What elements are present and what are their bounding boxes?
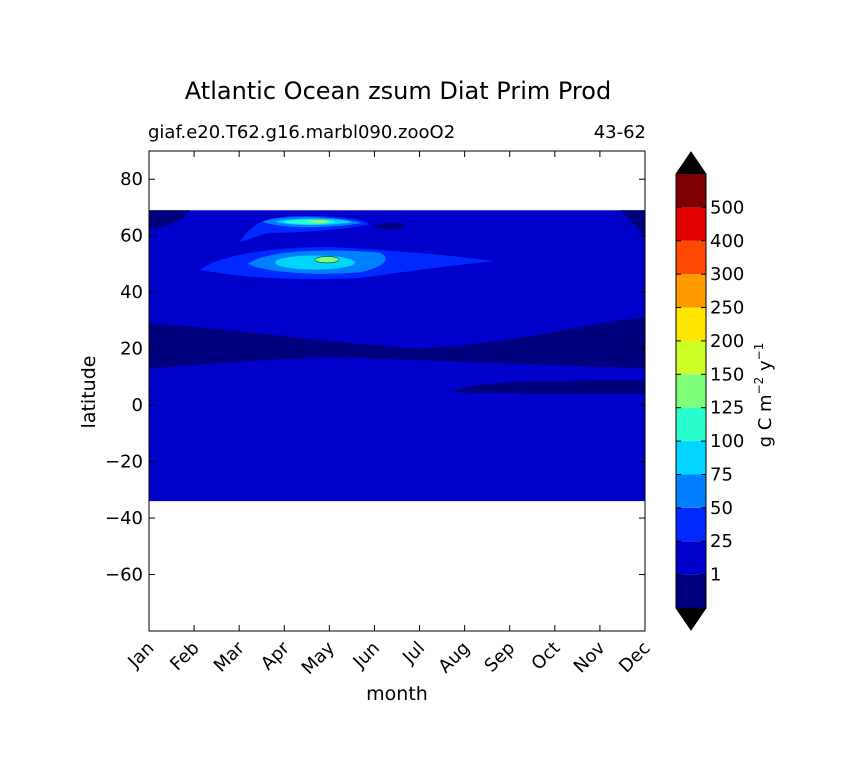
colorbar-segment [676,307,706,341]
contour-low-band-equator [452,379,645,394]
colorbar-tick-label: 1 [710,565,721,586]
colorbar-label-exp2: −1 [752,343,766,361]
colorbar-tick-label: 75 [710,464,733,485]
colorbar-segment [676,441,706,475]
y-axis-label: latitude [78,356,100,429]
colorbar-label-base: g C m [755,394,776,447]
colorbar-tick-label: 125 [710,398,744,419]
contour-low-nw [149,210,190,231]
x-tick-label: May [298,637,339,678]
colorbar-tick-label: 25 [710,531,733,552]
colorbar-tick-label: 400 [710,231,744,252]
colorbar-segment [676,340,706,375]
contour-bloom65-peak [318,220,326,223]
colorbar-label-exp1: −2 [752,377,766,395]
x-tick-label: Jul [398,638,429,669]
x-tick-label: Apr [257,637,294,674]
x-tick-label: Dec [615,638,654,677]
colorbar-segment [676,274,706,308]
colorbar-segment [676,240,706,275]
colorbar-segment [676,574,706,608]
y-tick-label: −20 [105,452,143,473]
colorbar-segment [676,374,706,408]
colorbar-segment [676,507,706,542]
colorbar-tick-label: 500 [710,197,744,218]
chart-title: Atlantic Ocean zsum Diat Prim Prod [185,77,611,105]
colorbar-under-arrow [676,608,706,630]
colorbar-label: g C m−2 y−1 [752,343,776,448]
colorbar-tick-label: 50 [710,498,733,519]
colorbar-segment [676,207,706,241]
contour-low-patch-jun [375,222,405,229]
y-tick-label: 0 [132,395,143,416]
subtitle-left: giaf.e20.T62.g16.marbl090.zooO2 [148,122,455,143]
x-axis-label: month [366,683,428,705]
y-tick-label: 60 [120,226,143,247]
x-tick-label: Mar [210,637,249,676]
colorbar-outline [675,151,707,631]
x-tick-label: Jun [349,638,384,673]
colorbar-segment [676,474,706,508]
x-tick-label: Nov [570,637,610,677]
contour-low-edge-west [149,389,155,393]
colorbar-segment [676,541,706,575]
colorbar-segment [676,174,706,208]
x-tick-label: Jan [123,638,158,673]
colorbar-segment [676,407,706,442]
colorbar-over-arrow [676,152,706,174]
plot-frame [148,150,646,632]
y-tick-label: 20 [120,339,143,360]
colorbar-label-mid: y [755,360,776,377]
y-tick-label: −60 [105,565,143,586]
y-tick-label: 80 [120,169,143,190]
y-axis: 80 60 40 20 0 −20 −40 −60 [105,169,645,586]
x-tick-label: Sep [480,638,519,677]
y-tick-label: 40 [120,282,143,303]
contour-bloom50-level3 [275,255,355,270]
colorbar-tick-label: 250 [710,298,744,319]
x-tick-label: Aug [434,638,474,678]
x-tick-label: Feb [166,638,203,675]
colorbar-tick-label: 300 [710,264,744,285]
colorbar-tick-label: 200 [710,331,744,352]
x-tick-label: Oct [527,638,564,675]
contour-field [149,210,645,502]
contour-low-band-south [149,317,645,369]
colorbar-tick-label: 150 [710,364,744,385]
colorbar-tick-label: 100 [710,431,744,452]
contour-bloom50-peak [314,256,340,264]
subtitle-right: 43-62 [594,122,646,143]
y-tick-label: −40 [105,508,143,529]
contour-low-ne [620,210,645,236]
